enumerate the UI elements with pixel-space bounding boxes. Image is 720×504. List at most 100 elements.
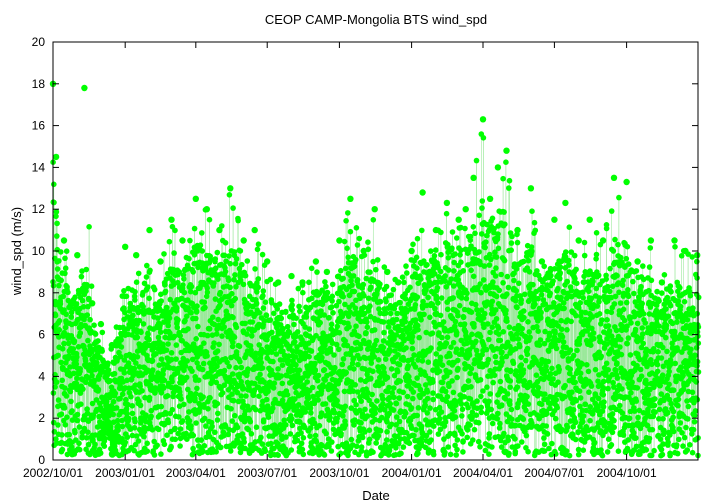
data-point	[600, 378, 607, 385]
data-point	[372, 405, 379, 411]
data-point	[625, 293, 632, 300]
data-point	[260, 293, 266, 299]
data-point	[417, 394, 423, 401]
data-point	[133, 279, 140, 286]
data-point	[667, 432, 673, 438]
data-point	[351, 422, 357, 428]
data-point	[58, 277, 64, 284]
data-point	[175, 279, 181, 286]
data-point	[265, 414, 272, 421]
data-point	[132, 297, 138, 303]
data-point	[646, 435, 653, 442]
data-point	[168, 356, 175, 363]
data-point	[253, 424, 260, 431]
data-point	[449, 378, 455, 384]
data-point	[593, 251, 600, 258]
data-point	[489, 420, 496, 427]
data-point	[160, 344, 166, 350]
data-point	[369, 391, 376, 398]
data-point	[558, 326, 565, 333]
data-point	[166, 238, 173, 245]
data-point	[549, 365, 555, 372]
data-point	[262, 448, 269, 454]
data-point	[419, 305, 426, 311]
data-point	[379, 380, 386, 387]
data-point	[526, 269, 533, 275]
data-point	[314, 377, 321, 384]
data-point	[164, 432, 170, 439]
data-point	[482, 447, 489, 454]
data-point	[341, 408, 347, 414]
data-point	[191, 225, 198, 232]
data-point	[393, 445, 399, 451]
data-point	[354, 277, 361, 283]
data-point	[452, 414, 459, 420]
data-point	[493, 293, 500, 300]
data-point	[261, 318, 268, 324]
data-point	[454, 437, 461, 443]
data-point	[221, 382, 228, 389]
data-point	[340, 275, 346, 282]
data-point	[435, 431, 442, 437]
data-point	[482, 310, 488, 317]
data-point	[671, 428, 677, 435]
data-point	[308, 410, 314, 416]
data-point	[541, 340, 548, 347]
data-point	[402, 410, 409, 417]
data-point	[577, 403, 583, 410]
data-point	[353, 297, 359, 304]
data-point	[428, 345, 434, 351]
data-point	[176, 269, 183, 275]
data-point	[195, 377, 202, 384]
data-point	[516, 343, 523, 350]
data-point	[649, 426, 656, 433]
data-point	[201, 443, 208, 449]
data-point	[491, 225, 497, 232]
data-point	[419, 227, 425, 234]
data-point	[625, 287, 631, 293]
data-point	[128, 393, 134, 400]
data-point	[572, 379, 578, 386]
data-point	[625, 261, 632, 267]
data-point	[248, 431, 255, 437]
data-point	[612, 342, 619, 349]
data-point	[52, 384, 58, 390]
data-point	[388, 421, 395, 428]
data-point	[173, 342, 180, 348]
data-point	[368, 360, 375, 366]
data-point	[199, 248, 206, 254]
data-point	[544, 431, 551, 437]
data-point	[576, 305, 582, 311]
data-point	[606, 328, 613, 334]
data-point	[457, 252, 463, 258]
data-point	[312, 367, 319, 374]
data-point	[609, 429, 616, 436]
data-point	[177, 443, 183, 449]
data-point	[342, 422, 349, 428]
data-point	[225, 431, 231, 438]
peak-point	[527, 185, 535, 192]
data-point	[660, 344, 666, 351]
data-point	[83, 435, 90, 441]
data-point	[574, 280, 580, 287]
data-point	[145, 331, 151, 338]
data-point	[564, 424, 571, 431]
data-point	[489, 298, 496, 305]
data-point	[518, 297, 524, 303]
data-point	[665, 313, 672, 320]
data-point	[255, 276, 262, 282]
data-point	[279, 397, 286, 404]
data-point	[406, 378, 413, 385]
data-point	[123, 406, 130, 412]
data-point	[448, 276, 455, 282]
data-point	[442, 419, 449, 425]
data-point	[495, 231, 501, 237]
data-point	[502, 221, 508, 227]
data-point	[546, 445, 552, 452]
data-point	[348, 384, 354, 390]
data-point	[684, 317, 691, 323]
data-point	[318, 388, 325, 394]
data-point	[367, 303, 373, 309]
data-point	[62, 422, 69, 428]
data-point	[256, 393, 262, 400]
